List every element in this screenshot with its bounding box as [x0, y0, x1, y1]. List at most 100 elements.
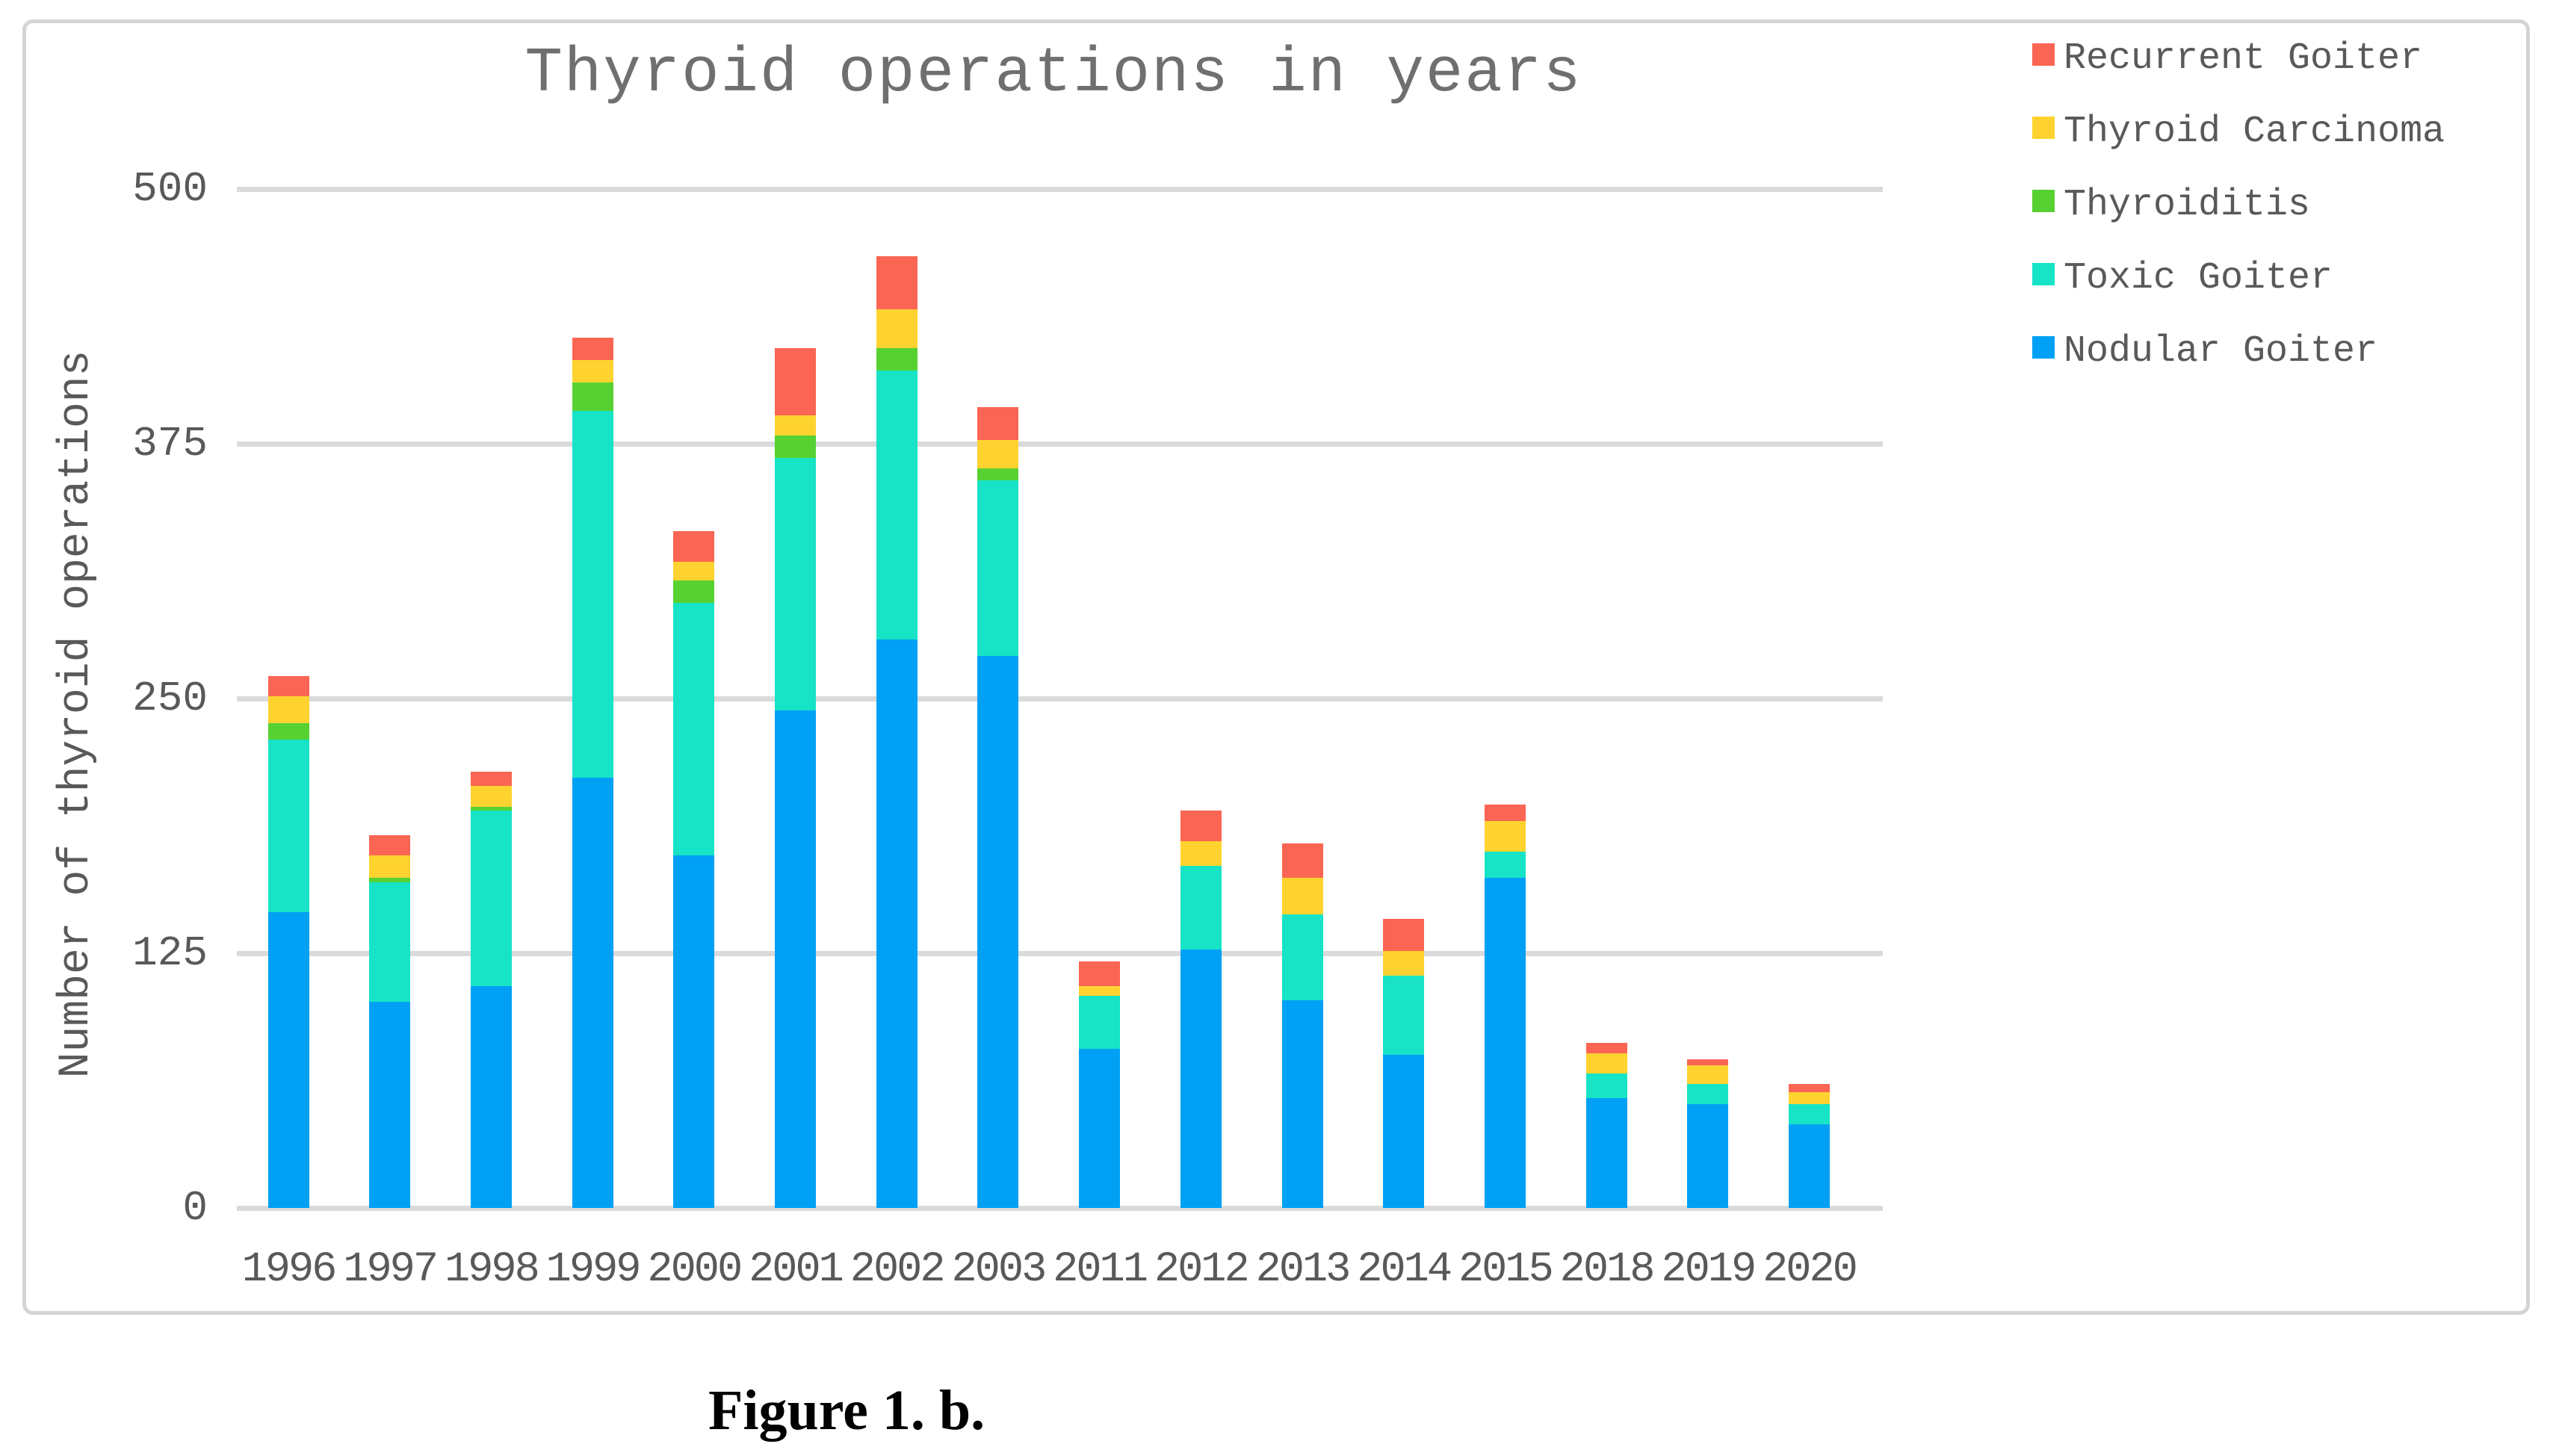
- bar-segment-2013-thyroid-carcinoma: [1281, 878, 1323, 915]
- x-tick-label-1998: 1998: [444, 1246, 540, 1294]
- x-tick-label-2014: 2014: [1357, 1246, 1452, 1294]
- bar-segment-1996-toxic-goiter: [267, 739, 309, 913]
- bar-segment-2011-recurrent-goiter: [1079, 961, 1121, 986]
- x-tick-label-2015: 2015: [1458, 1246, 1554, 1294]
- gridline-500: [237, 186, 1883, 192]
- y-tick-label-500: 500: [132, 165, 208, 213]
- bar-segment-2012-toxic-goiter: [1180, 865, 1222, 950]
- legend-item-thyroiditis: Thyroiditis: [2032, 185, 2445, 226]
- bar-segment-2011-toxic-goiter: [1079, 996, 1121, 1050]
- bar-segment-2002-recurrent-goiter: [876, 256, 918, 309]
- bar-segment-2000-recurrent-goiter: [673, 531, 715, 563]
- bar-segment-2015-recurrent-goiter: [1484, 804, 1526, 821]
- y-tick-label-0: 0: [182, 1184, 208, 1232]
- bar-segment-2019-toxic-goiter: [1687, 1083, 1729, 1104]
- x-tick-label-2020: 2020: [1763, 1246, 1858, 1294]
- bar-segment-2001-recurrent-goiter: [775, 347, 816, 415]
- bar-segment-2018-toxic-goiter: [1585, 1073, 1627, 1098]
- figure-border: [22, 19, 2530, 1315]
- y-tick-label-125: 125: [132, 929, 208, 977]
- legend-swatch-icon: [2032, 117, 2055, 139]
- gridline-0: [237, 1205, 1883, 1211]
- bar-segment-1998-recurrent-goiter: [470, 772, 512, 787]
- gridline-375: [237, 441, 1883, 447]
- bar-segment-2018-nodular-goiter: [1585, 1097, 1627, 1208]
- bar-segment-1999-toxic-goiter: [572, 411, 613, 778]
- bar-segment-2001-nodular-goiter: [775, 710, 816, 1208]
- bar-segment-1999-nodular-goiter: [572, 778, 613, 1208]
- bar-segment-1997-thyroiditis: [369, 878, 411, 882]
- bar-segment-2003-thyroid-carcinoma: [977, 439, 1019, 468]
- x-tick-label-2011: 2011: [1053, 1246, 1148, 1294]
- legend: Recurrent Goiter Thyroid Carcinoma Thyroid…: [2032, 39, 2445, 372]
- bar-segment-2012-nodular-goiter: [1180, 949, 1222, 1208]
- chart-title: Thyroid operations in years: [524, 39, 1582, 110]
- x-tick-label-1999: 1999: [545, 1246, 642, 1294]
- bar-segment-2013-toxic-goiter: [1281, 914, 1323, 1000]
- legend-swatch-icon: [2032, 336, 2055, 359]
- bar-segment-1998-thyroid-carcinoma: [470, 786, 512, 807]
- legend-item-nodular-goiter: Nodular Goiter: [2032, 332, 2445, 372]
- bar-segment-1996-nodular-goiter: [267, 912, 309, 1208]
- bar-segment-2015-thyroid-carcinoma: [1484, 820, 1526, 852]
- bar-segment-2015-toxic-goiter: [1484, 851, 1526, 879]
- legend-label: Thyroiditis: [2064, 184, 2311, 226]
- bar-segment-2020-nodular-goiter: [1789, 1124, 1830, 1208]
- legend-label: Nodular Goiter: [2064, 330, 2378, 373]
- x-tick-label-2003: 2003: [951, 1246, 1047, 1294]
- gridline-250: [237, 696, 1883, 701]
- x-tick-label-2012: 2012: [1154, 1246, 1250, 1294]
- x-tick-label-2001: 2001: [749, 1246, 844, 1294]
- bar-segment-2018-recurrent-goiter: [1585, 1043, 1627, 1053]
- bar-segment-1998-nodular-goiter: [470, 985, 512, 1208]
- bar-segment-2014-toxic-goiter: [1383, 976, 1425, 1056]
- figure-caption: Figure 1. b.: [708, 1379, 985, 1442]
- bar-segment-1997-toxic-goiter: [369, 882, 411, 1003]
- legend-item-recurrent-goiter: Recurrent Goiter: [2032, 39, 2445, 79]
- bar-segment-1996-recurrent-goiter: [267, 676, 309, 697]
- bar-segment-2011-thyroid-carcinoma: [1079, 985, 1121, 997]
- x-tick-label-2018: 2018: [1559, 1246, 1656, 1294]
- bar-segment-2019-thyroid-carcinoma: [1687, 1065, 1729, 1084]
- x-tick-label-2000: 2000: [647, 1246, 743, 1294]
- bar-segment-2014-nodular-goiter: [1383, 1055, 1425, 1208]
- bar-segment-2002-thyroid-carcinoma: [876, 309, 918, 348]
- bar-segment-2001-thyroid-carcinoma: [775, 415, 816, 436]
- bar-segment-2011-nodular-goiter: [1079, 1049, 1121, 1208]
- bar-segment-1997-nodular-goiter: [369, 1002, 411, 1208]
- legend-swatch-icon: [2032, 190, 2055, 212]
- bar-segment-1996-thyroiditis: [267, 722, 309, 740]
- legend-label: Recurrent Goiter: [2064, 37, 2423, 80]
- bar-segment-1997-thyroid-carcinoma: [369, 855, 411, 879]
- legend-item-toxic-goiter: Toxic Goiter: [2032, 258, 2445, 299]
- bar-segment-2018-thyroid-carcinoma: [1585, 1053, 1627, 1074]
- x-tick-label-2002: 2002: [850, 1246, 946, 1294]
- x-tick-label-2013: 2013: [1255, 1246, 1352, 1294]
- bar-segment-1998-thyroiditis: [470, 806, 512, 811]
- bar-segment-2000-thyroiditis: [673, 580, 715, 603]
- bar-segment-1996-thyroid-carcinoma: [267, 696, 309, 723]
- bar-segment-2001-toxic-goiter: [775, 458, 816, 711]
- y-tick-label-375: 375: [132, 420, 208, 468]
- bar-segment-2003-nodular-goiter: [977, 655, 1019, 1208]
- bar-segment-2020-recurrent-goiter: [1789, 1083, 1830, 1092]
- legend-label: Thyroid Carcinoma: [2064, 111, 2445, 153]
- bar-segment-2002-toxic-goiter: [876, 370, 918, 639]
- bar-segment-2000-thyroid-carcinoma: [673, 562, 715, 580]
- bar-segment-2015-nodular-goiter: [1484, 878, 1526, 1208]
- bar-segment-2019-nodular-goiter: [1687, 1103, 1729, 1208]
- bar-segment-2002-nodular-goiter: [876, 639, 918, 1208]
- x-tick-label-2019: 2019: [1661, 1246, 1757, 1294]
- bar-segment-2020-thyroid-carcinoma: [1789, 1091, 1830, 1104]
- bar-segment-2003-toxic-goiter: [977, 480, 1019, 656]
- bar-segment-2013-nodular-goiter: [1281, 1000, 1323, 1208]
- legend-swatch-icon: [2032, 43, 2055, 66]
- bar-segment-1999-recurrent-goiter: [572, 338, 613, 361]
- bar-segment-2000-nodular-goiter: [673, 855, 715, 1208]
- bar-segment-2000-toxic-goiter: [673, 602, 715, 856]
- y-tick-label-250: 250: [132, 675, 208, 722]
- x-tick-label-1997: 1997: [343, 1246, 439, 1294]
- bar-segment-2014-recurrent-goiter: [1383, 918, 1425, 952]
- gridline-125: [237, 950, 1883, 956]
